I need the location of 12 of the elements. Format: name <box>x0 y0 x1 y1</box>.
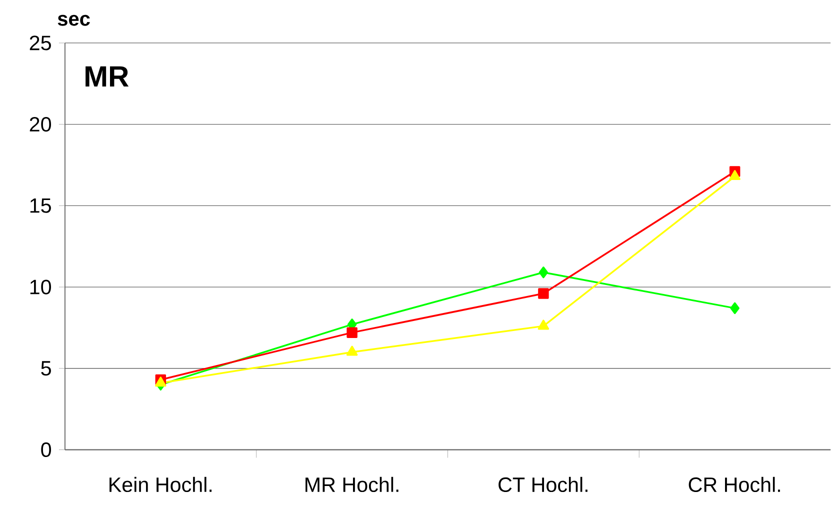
y-tick-label: 25 <box>30 36 51 50</box>
x-tick-label: MR Hochl. <box>306 477 398 492</box>
y-axis-title: sec <box>58 15 90 26</box>
y-tick-label: 5 <box>41 361 51 376</box>
x-tick-label: CT Hochl. <box>498 477 588 492</box>
x-tick-label: Kein Hochl. <box>110 477 212 492</box>
y-tick-label: 20 <box>30 117 52 132</box>
y-tick-label: 10 <box>30 280 52 294</box>
x-tick-label: CR Hochl. <box>688 477 780 492</box>
y-tick-label: 0 <box>41 442 52 458</box>
text: MR <box>86 66 129 87</box>
y-tick-label: 15 <box>30 198 51 214</box>
